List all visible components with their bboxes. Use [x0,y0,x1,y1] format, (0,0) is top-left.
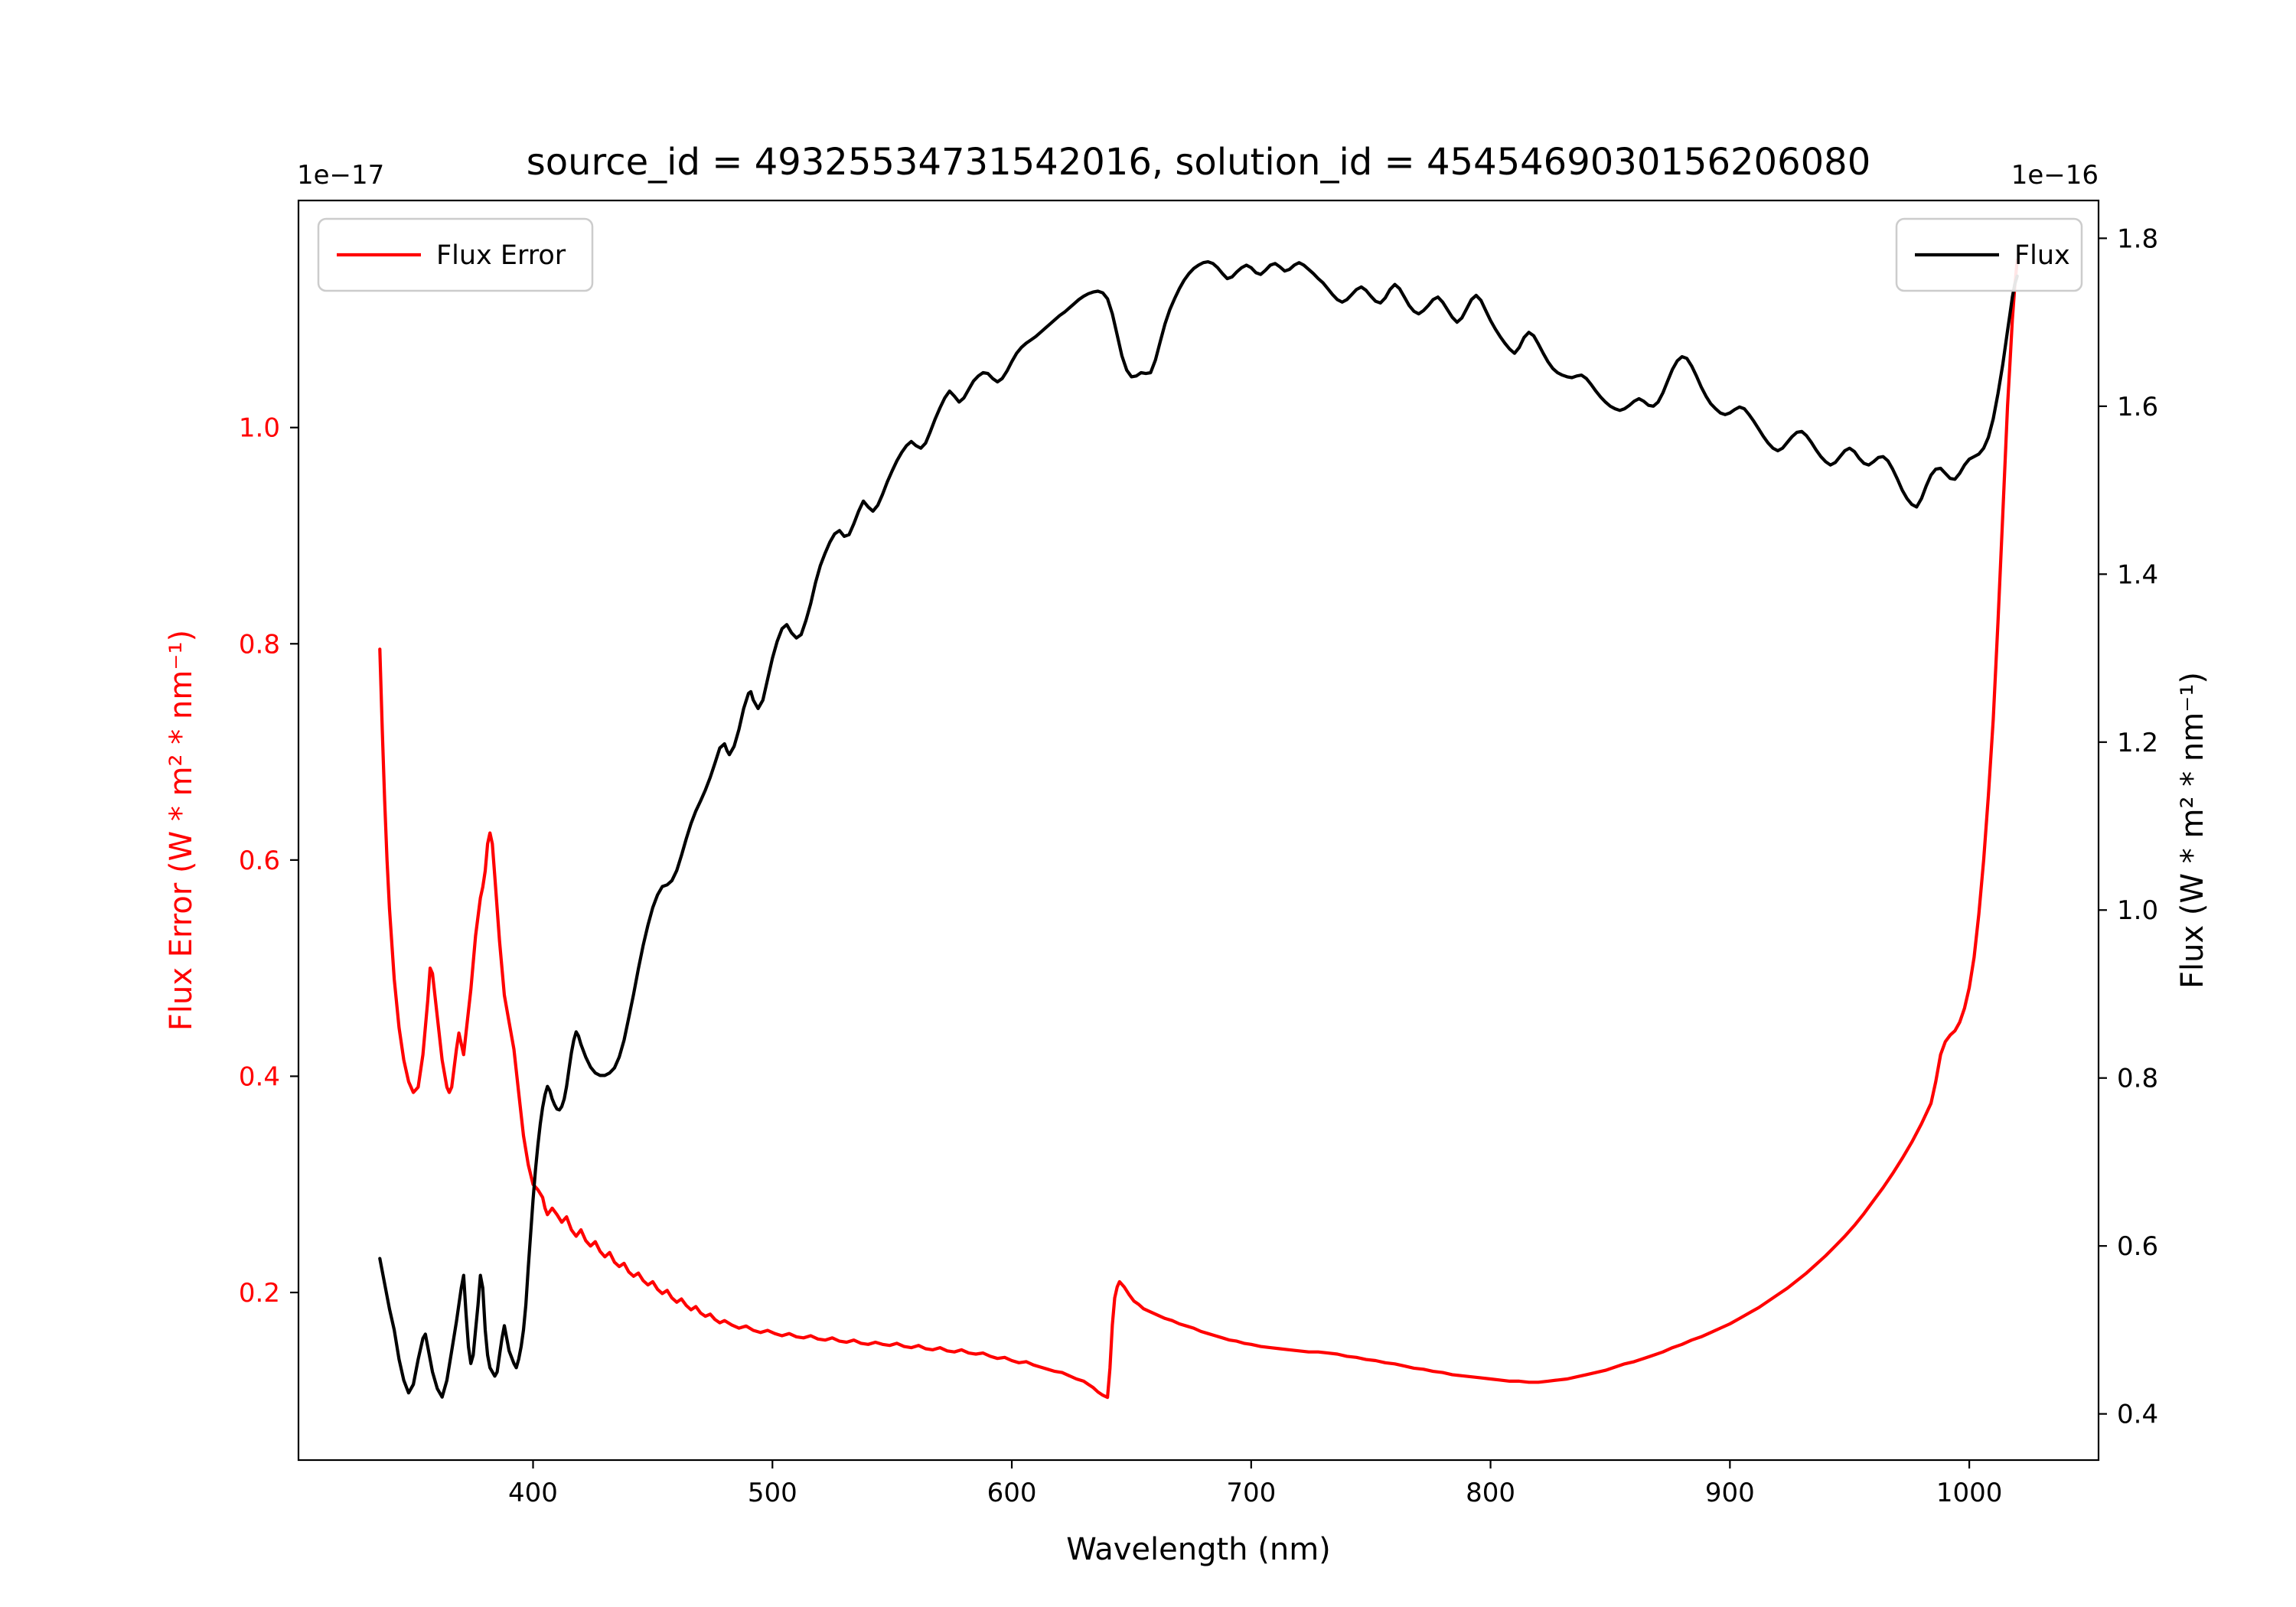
x-axis-ticks: 400 500 600 700 800 900 1000 [508,1460,2002,1508]
right-y-axis-ticks: 0.4 0.6 0.8 1.0 1.2 1.4 1.6 1.8 [2099,223,2158,1430]
flux-error-legend: Flux Error [317,217,594,292]
x-tick-label: 800 [1466,1478,1515,1508]
left-axis-offset-label: 1e−17 [297,160,384,191]
left-y-axis-label: Flux Error (W * m² * nm⁻¹) [164,630,199,1031]
left-y-tick-label: 0.4 [239,1061,280,1092]
left-y-tick-label: 0.8 [239,629,280,660]
flux-legend-label: Flux [2014,240,2070,271]
left-y-tick-label: 1.0 [239,413,280,444]
flux-error-legend-box [317,217,594,292]
axes-spines [297,199,2100,1462]
right-y-tick-label: 1.6 [2117,392,2158,422]
right-y-tick-label: 1.4 [2117,559,2158,590]
right-y-tick-label: 1.8 [2117,223,2158,254]
right-y-tick-label: 0.4 [2117,1400,2158,1430]
right-y-tick-label: 1.0 [2117,895,2158,926]
x-tick-label: 1000 [1936,1478,2003,1508]
flux-error-curve [378,258,2019,1400]
chart-title: source_id = 49325534731542016, solution_… [527,141,1870,184]
right-y-axis-label: Flux (W * m² * nm⁻¹) [2175,672,2210,989]
x-tick-label: 900 [1705,1478,1755,1508]
flux-curve [378,260,2019,1399]
x-axis-label: Wavelength (nm) [1066,1532,1331,1567]
left-y-axis-ticks: 0.2 0.4 0.6 0.8 1.0 [239,413,298,1309]
plot-area [298,200,2099,1460]
x-tick-label: 400 [508,1478,558,1508]
left-y-tick-label: 0.2 [239,1278,280,1309]
x-tick-label: 500 [748,1478,797,1508]
right-y-tick-label: 0.6 [2117,1231,2158,1262]
right-y-tick-label: 0.8 [2117,1064,2158,1094]
left-y-tick-label: 0.6 [239,846,280,876]
right-axis-offset-label: 1e−16 [2011,160,2099,191]
x-tick-label: 600 [987,1478,1037,1508]
flux-error-legend-label: Flux Error [436,240,566,271]
right-y-tick-label: 1.2 [2117,728,2158,758]
flux-legend: Flux [1895,217,2083,292]
curves-group [378,258,2019,1400]
x-tick-label: 700 [1226,1478,1276,1508]
